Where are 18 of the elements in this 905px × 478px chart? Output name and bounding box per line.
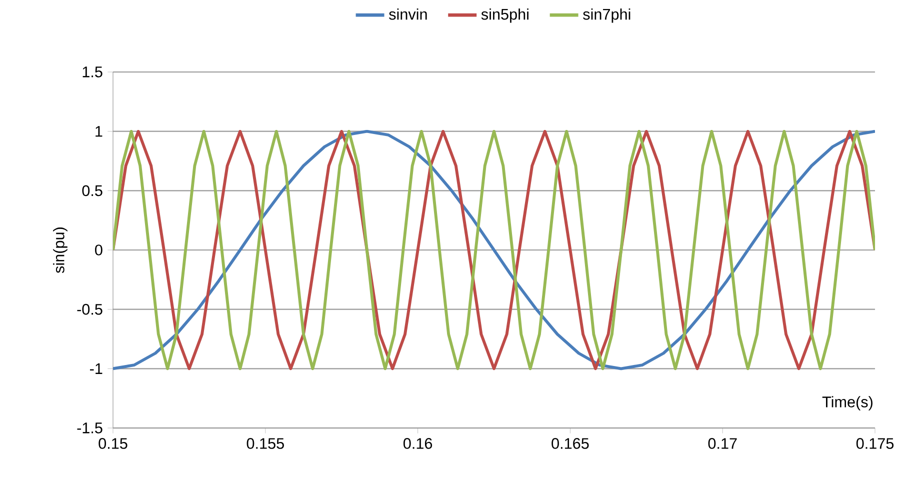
y-tick-label: 1 xyxy=(96,126,102,137)
y-tick-label: 1.5 xyxy=(82,66,102,78)
legend-label: sin5phi xyxy=(481,8,528,23)
x-tick-label: 0.17 xyxy=(708,438,737,449)
y-tick-label: -0.5 xyxy=(77,304,102,315)
x-tick-label: 0.175 xyxy=(856,438,894,449)
y-tick-label: -1.5 xyxy=(77,422,102,434)
x-tick-label: 0.16 xyxy=(403,438,432,449)
y-tick-label: 0 xyxy=(95,244,102,256)
legend-label: sin7phi xyxy=(583,8,630,23)
y-tick-label: 0.5 xyxy=(82,185,102,196)
y-axis-title: sin(pu) xyxy=(53,228,68,274)
x-tick-label: 0.165 xyxy=(552,438,589,449)
legend-label: sinvin xyxy=(389,8,427,20)
x-tick-label: 0.155 xyxy=(246,438,284,449)
y-tick-label: -1 xyxy=(90,363,102,374)
x-axis-title: Time(s) xyxy=(822,396,872,410)
x-tick-label: 0.15 xyxy=(98,438,128,449)
